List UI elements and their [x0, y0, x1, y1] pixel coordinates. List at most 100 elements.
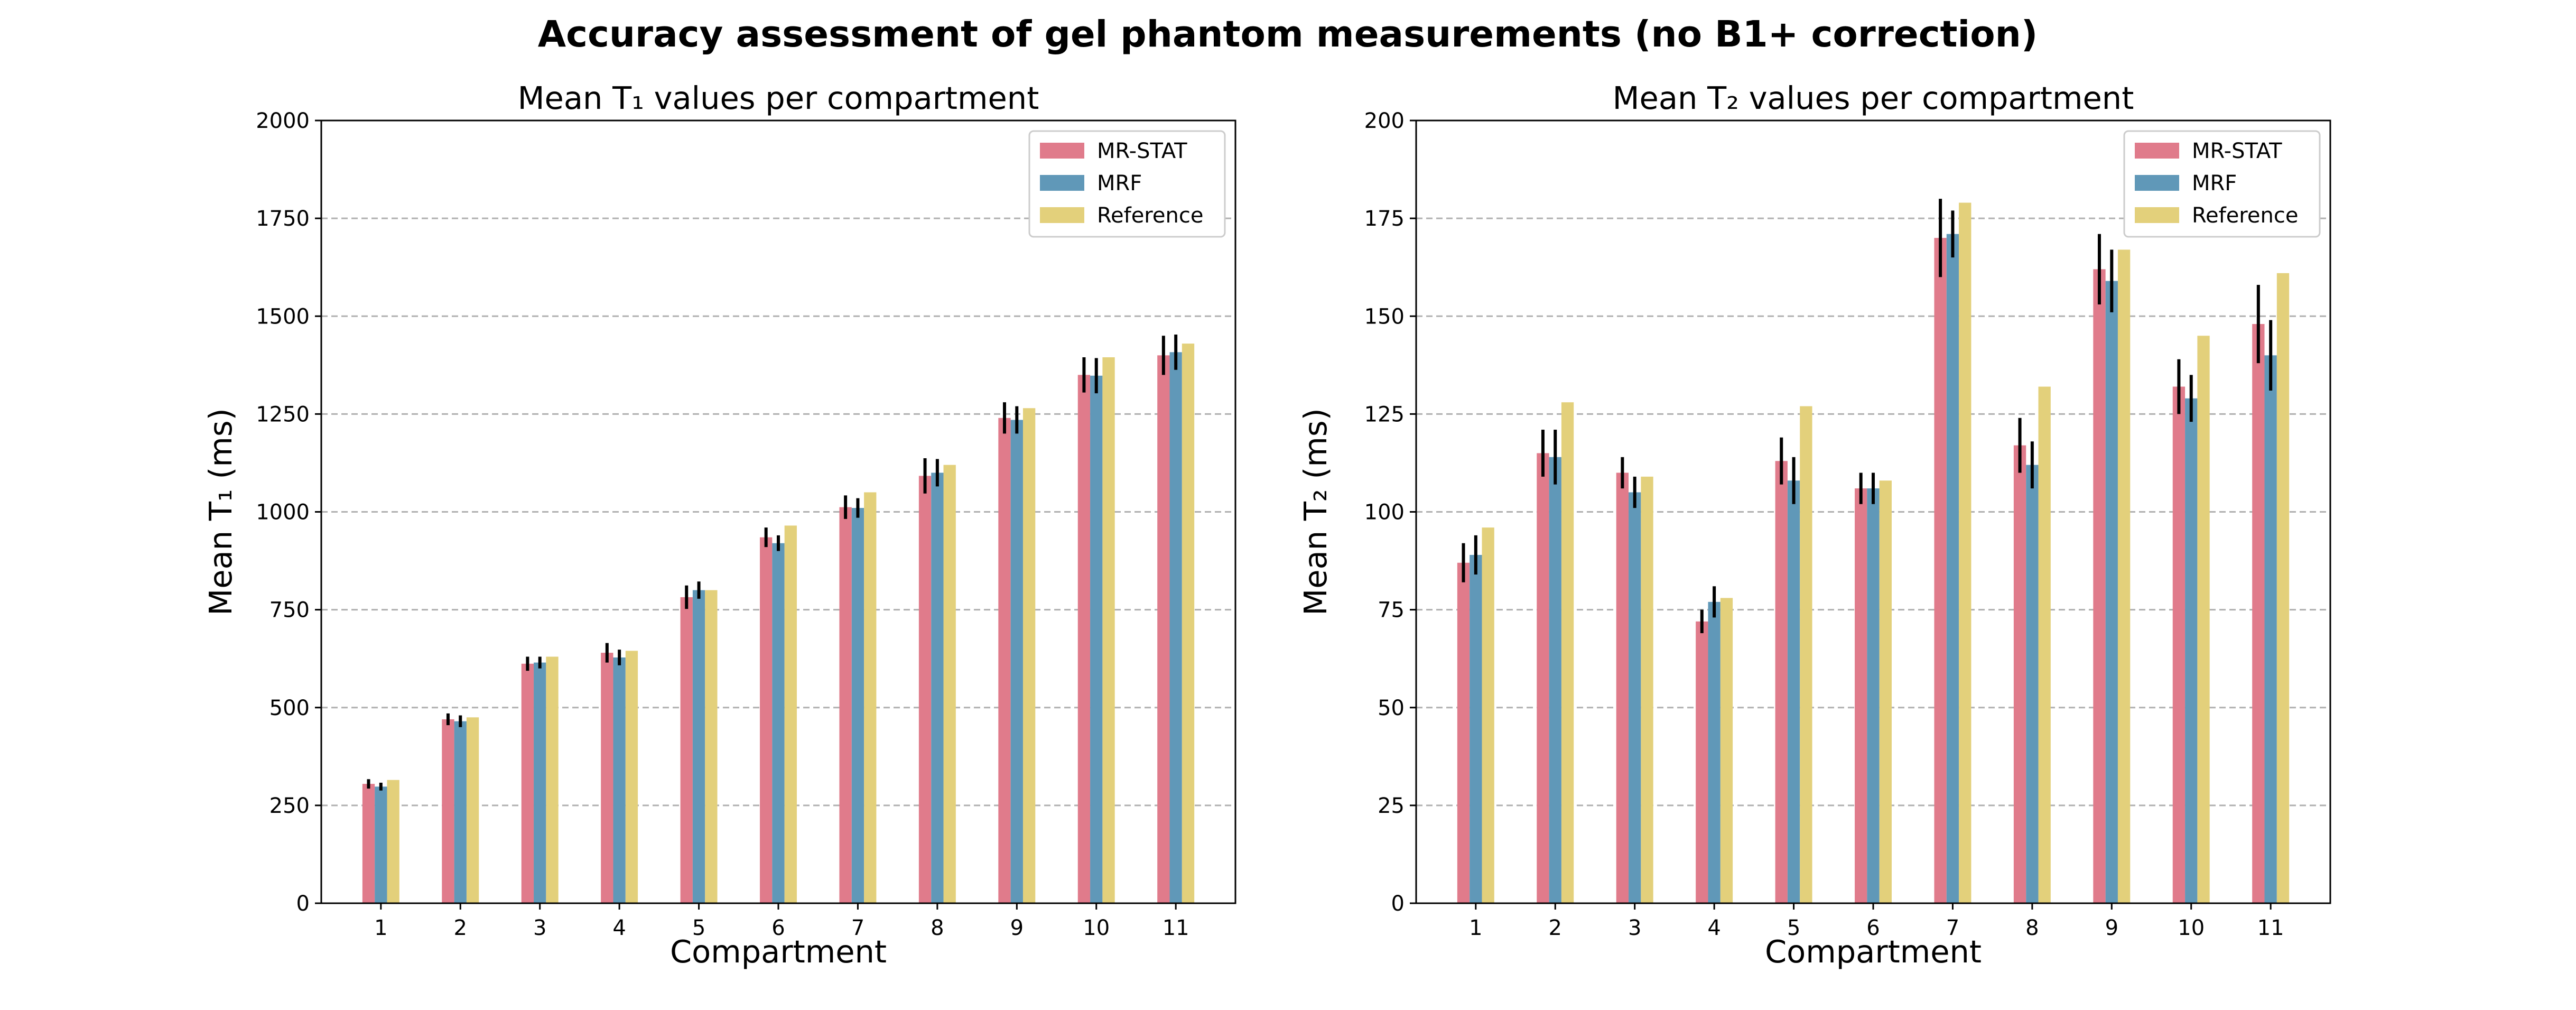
t2-legend-swatch-mrf: [2135, 175, 2179, 191]
t2-xtick-label: 4: [1707, 916, 1721, 940]
t2-chart: 0 25 50 75 100 125 150 175 200 1 2 3 4 5 6 7 8 9 10 11 Mean …: [1297, 80, 2331, 970]
t1-bar-mrf-2: [454, 721, 467, 903]
t2-bar-reference-11: [2276, 273, 2290, 904]
t2-x-axis-label: Compartment: [1765, 933, 1982, 970]
t1-legend-label: MR-STAT: [1097, 139, 1187, 163]
t2-legend-label: MR-STAT: [2192, 139, 2282, 163]
t2-ytick-label: 75: [1378, 598, 1405, 623]
t1-bar-mrf-5: [692, 590, 705, 903]
t2-ytick-label: 0: [1391, 892, 1405, 916]
t1-xtick-label: 3: [533, 916, 546, 940]
t1-bar-reference-8: [943, 465, 956, 903]
t2-bar-mr-stat-5: [1775, 461, 1788, 903]
t1-chart-title: Mean T₁ values per compartment: [518, 80, 1039, 116]
t2-xtick-label: 5: [1787, 916, 1800, 940]
t1-xtick-label: 2: [454, 916, 467, 940]
t2-bar-mr-stat-6: [1855, 488, 1867, 903]
t1-bar-mr-stat-5: [680, 597, 693, 903]
t2-bar-mr-stat-2: [1537, 453, 1549, 903]
t1-ytick-label: 0: [296, 892, 310, 916]
t1-chart: 0 250 500 750 1000 1250 1500 1750 2000 1 2 3 4 5 6 7 8 9 1…: [202, 80, 1236, 970]
t2-xtick-label: 6: [1866, 916, 1880, 940]
t2-bar-mr-stat-11: [2252, 324, 2265, 903]
t2-bar-mr-stat-4: [1696, 621, 1708, 903]
t1-xtick-label: 7: [851, 916, 864, 940]
t2-bar-mr-stat-10: [2172, 386, 2186, 903]
t2-bar-mrf-10: [2185, 398, 2198, 903]
t2-bar-reference-4: [1720, 598, 1733, 903]
t1-ytick-label: 1750: [256, 207, 310, 231]
t2-bar-reference-3: [1641, 476, 1653, 903]
t2-bar-reference-5: [1800, 406, 1812, 903]
t1-bar-mr-stat-11: [1157, 355, 1170, 903]
t1-xtick-label: 5: [692, 916, 705, 940]
t1-y-axis-label: Mean T₁ (ms): [202, 408, 239, 615]
t1-xtick-label: 6: [771, 916, 785, 940]
t1-bar-reference-6: [784, 525, 797, 903]
t2-bar-reference-6: [1879, 480, 1892, 903]
t2-xtick-label: 2: [1549, 916, 1562, 940]
t2-bar-mrf-1: [1470, 554, 1482, 903]
t2-bar-reference-10: [2197, 336, 2210, 903]
t2-ytick-label: 100: [1364, 501, 1405, 525]
t1-bar-reference-3: [546, 656, 559, 903]
t2-bar-mrf-3: [1629, 492, 1641, 903]
t1-bar-reference-2: [466, 717, 479, 903]
t1-ytick-label: 250: [269, 794, 310, 818]
t1-legend-label: MRF: [1097, 171, 1142, 196]
t2-bar-mrf-11: [2264, 355, 2277, 903]
t2-bar-mrf-8: [2026, 465, 2039, 903]
t1-bar-mr-stat-7: [839, 507, 852, 903]
t2-xtick-label: 11: [2257, 916, 2284, 940]
t2-bar-reference-9: [2117, 249, 2131, 903]
t1-ytick-label: 1250: [256, 402, 310, 427]
t1-bar-mr-stat-3: [521, 663, 534, 903]
t2-legend-label: Reference: [2192, 203, 2298, 228]
t1-bar-mrf-4: [613, 657, 626, 903]
t2-ytick-label: 25: [1378, 794, 1405, 818]
t2-bar-mrf-4: [1708, 601, 1721, 903]
t2-ytick-label: 200: [1364, 109, 1405, 133]
t1-xtick-label: 8: [931, 916, 944, 940]
t2-bar-mr-stat-1: [1457, 562, 1470, 903]
t2-xtick-label: 7: [1946, 916, 1959, 940]
t2-bar-mr-stat-3: [1616, 472, 1629, 903]
t1-bar-mrf-3: [534, 662, 546, 903]
t1-xtick-label: 4: [612, 916, 626, 940]
t2-xtick-label: 9: [2105, 916, 2118, 940]
t1-xtick-label: 1: [374, 916, 387, 940]
t1-bar-mrf-1: [375, 786, 387, 903]
t1-bar-mrf-10: [1090, 375, 1103, 903]
t1-xtick-label: 10: [1083, 916, 1110, 940]
t2-bar-reference-7: [1959, 202, 1971, 903]
t1-bar-mrf-9: [1010, 420, 1023, 903]
t2-bar-reference-8: [2038, 386, 2051, 903]
t1-ytick-label: 2000: [256, 109, 310, 133]
t2-bar-mrf-6: [1867, 488, 1880, 903]
t1-legend: MR-STAT MRF Reference: [1028, 130, 1226, 238]
t1-bar-mr-stat-10: [1077, 375, 1091, 903]
t2-ytick-label: 50: [1378, 696, 1405, 720]
t1-legend-swatch-mr-stat: [1040, 143, 1084, 159]
t1-bar-reference-5: [705, 590, 718, 903]
t2-bar-mrf-2: [1549, 457, 1561, 903]
figure-title: Accuracy assessment of gel phantom measu…: [538, 13, 2038, 55]
t2-ytick-label: 175: [1364, 207, 1405, 231]
t2-xtick-label: 10: [2178, 916, 2205, 940]
t2-y-axis-label: Mean T₂ (ms): [1297, 408, 1334, 615]
t2-bar-mr-stat-9: [2093, 269, 2106, 903]
t1-bar-mr-stat-8: [918, 476, 932, 903]
t2-legend-swatch-reference: [2135, 207, 2179, 223]
t2-xtick-label: 8: [2025, 916, 2039, 940]
t1-bar-mrf-8: [931, 472, 944, 903]
t2-legend-label: MRF: [2192, 171, 2237, 196]
t2-bar-mr-stat-8: [2013, 445, 2026, 903]
t1-bar-reference-10: [1102, 357, 1115, 904]
t2-legend-swatch-mr-stat: [2135, 143, 2179, 159]
t2-bar-mrf-7: [1946, 234, 1959, 903]
t1-bar-reference-7: [864, 492, 877, 903]
t2-ytick-label: 150: [1364, 304, 1405, 329]
t1-bar-reference-11: [1182, 344, 1195, 904]
t1-bar-mr-stat-6: [760, 537, 773, 903]
